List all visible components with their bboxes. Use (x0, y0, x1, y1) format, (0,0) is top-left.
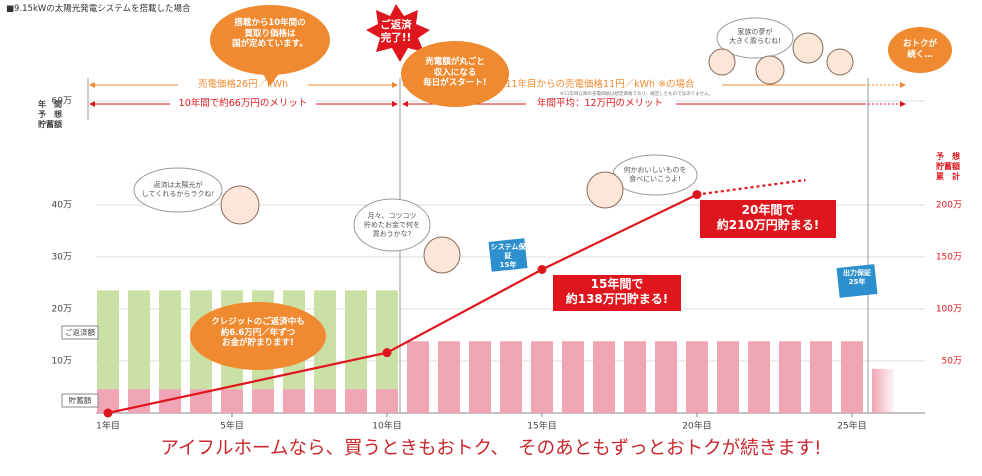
bar (469, 341, 491, 413)
badge-text: 出力保証 25年 (843, 269, 871, 286)
bubble-text: 売電額が丸ごと 収入になる 毎日がスタート! (423, 57, 487, 89)
bar (531, 341, 553, 413)
legend-box (61, 325, 99, 340)
bar (872, 368, 894, 413)
bar (562, 341, 584, 413)
title: ■9.15kWの太陽光発電システムを搭載した場合 (6, 4, 191, 14)
bar (252, 389, 274, 413)
x-tick-label: 15年目 (527, 420, 556, 432)
line-point (537, 264, 547, 274)
bubble-text: 月々、コツコツ 貯めたお金で何を 買おうかな? (364, 212, 420, 238)
bar (159, 389, 181, 413)
callout-text: 20年間で 約210万円貯まる! (716, 203, 820, 232)
badge-text: システム保証 15年 (490, 243, 526, 269)
arrow-label: 10年間で約66万円のメリット (178, 98, 308, 109)
bar (438, 341, 460, 413)
footer: アイフルホームなら、買うときもおトク、 そのあともずっとおトクが続きます! (160, 438, 822, 459)
callout (553, 275, 681, 311)
starburst-text: ご返済 完了!! (380, 19, 412, 45)
bar (655, 341, 677, 413)
y-tick-label: 20万 (52, 305, 72, 315)
line-point (103, 408, 113, 418)
x-tick-label: 20年目 (682, 420, 711, 432)
x-tick-label: 25年目 (837, 420, 866, 432)
legend-label: 貯蓄額 (69, 395, 92, 405)
y-axis-title: 年 間 予 想 貯蓄額 (38, 100, 62, 129)
badge (488, 238, 528, 272)
bar (128, 290, 150, 390)
bubble (888, 27, 952, 73)
bar (128, 389, 150, 413)
bubble (190, 302, 326, 370)
bubble-text: おトクが 続く… (902, 39, 937, 60)
bubble-text: 返済は太陽光が してくれるからラクね! (141, 181, 215, 198)
bar (97, 290, 119, 390)
bubble (353, 198, 431, 252)
bar (314, 389, 336, 413)
bubble (210, 5, 330, 75)
bar (593, 341, 615, 413)
badge (836, 264, 878, 298)
y2-tick-label: 100万 (936, 305, 962, 315)
bar (407, 341, 429, 413)
y-tick-label: 40万 (52, 201, 72, 211)
callout-text: 15年間で 約138万円貯まる! (565, 277, 669, 306)
bar (717, 341, 739, 413)
bar (97, 389, 119, 413)
bar (345, 290, 367, 390)
line-point (382, 348, 392, 358)
bar (221, 389, 243, 413)
legend-label: ご返済額 (65, 327, 95, 337)
bar (779, 341, 801, 413)
line (696, 178, 806, 196)
arrow-label: 年間平均：12万円のメリット (536, 98, 664, 109)
callout (700, 200, 836, 238)
y-tick-label: 30万 (52, 253, 72, 263)
arrow-label: 11年目からの売電価格11円／kWh ※の場合 (505, 79, 695, 90)
label-bg (170, 97, 316, 111)
bubble (401, 41, 509, 107)
line (107, 193, 698, 415)
bubble (133, 167, 223, 213)
bar (500, 341, 522, 413)
bar (624, 341, 646, 413)
bubble-text: 搭載から10年間の 買取り価格は 国が定めています。 (232, 18, 308, 50)
y-tick-label: 60万 (52, 97, 72, 107)
bar (159, 290, 181, 390)
bubble-text: 家族の夢が 大きく膨らむね! (729, 28, 781, 45)
bar (376, 290, 398, 390)
bar (686, 341, 708, 413)
bar (345, 389, 367, 413)
y2-tick-label: 50万 (942, 357, 962, 367)
bar (376, 389, 398, 413)
bubble-tail (262, 72, 280, 86)
starburst (366, 4, 430, 62)
arrow-label: 売電価格26円／kWh (197, 79, 288, 90)
bar (283, 389, 305, 413)
bar (810, 341, 832, 413)
label-bg (526, 97, 676, 111)
label-bg (178, 78, 308, 92)
bar (841, 341, 863, 413)
y2-axis-title: 予 想 貯蓄額 累 計 (936, 152, 960, 181)
bar (748, 341, 770, 413)
bubble (716, 17, 794, 59)
bubble-text: クレジットのご返済中も 約6.6万円／年ずつ お金が貯まります! (211, 317, 305, 349)
y2-tick-label: 150万 (936, 253, 962, 263)
x-tick-label: 5年目 (220, 420, 244, 432)
bubble-text: 何かおいしいものを 食べにいこうよ! (623, 166, 687, 183)
y2-tick-label: 200万 (936, 201, 962, 211)
footnote: ※11年目以降の売電価格は想定価格であり、確定したものではありません。 (560, 92, 714, 97)
illustration (220, 32, 854, 274)
x-tick-label: 10年目 (372, 420, 401, 432)
label-bg (478, 78, 722, 92)
legend-box (61, 393, 99, 408)
y-tick-label: 10万 (52, 357, 72, 367)
x-tick-label: 1年目 (96, 420, 120, 432)
